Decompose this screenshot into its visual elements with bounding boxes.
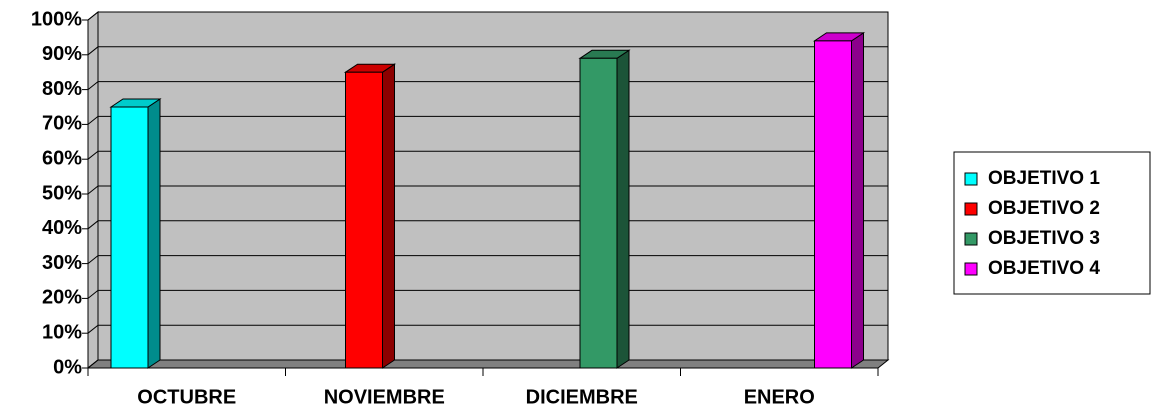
y-tick-label: 20% (42, 287, 82, 309)
y-tick-label: 90% (42, 43, 82, 65)
grid-line (87, 11, 888, 21)
y-tick-label: 0% (53, 356, 82, 378)
x-tick-label: OCTUBRE (137, 386, 236, 408)
bar-side (147, 98, 161, 369)
legend-swatch (964, 232, 978, 246)
bar-front (110, 106, 149, 369)
y-tick-label: 30% (42, 252, 82, 274)
legend-label: OBJETIVO 3 (988, 228, 1100, 249)
legend-swatch (964, 202, 978, 216)
y-tick-label: 50% (42, 182, 82, 204)
bar-front (814, 40, 852, 369)
y-tick-label: 40% (42, 217, 82, 239)
legend-label: OBJETIVO 1 (988, 168, 1100, 189)
bar (109, 98, 162, 369)
bar-side (851, 31, 864, 369)
bar (343, 63, 397, 369)
legend-swatch (964, 262, 978, 276)
bar (578, 49, 631, 369)
grid-line (87, 46, 888, 56)
y-tick-label: 100% (31, 8, 82, 30)
legend-label: OBJETIVO 4 (988, 258, 1100, 279)
floor (86, 359, 890, 369)
y-tick-label: 10% (42, 321, 82, 343)
legend: OBJETIVO 1 OBJETIVO 2 OBJETIVO 3 OBJETIVO 4 (953, 151, 1151, 295)
y-tick-label: 60% (42, 147, 82, 169)
x-tick-label: NOVIEMBRE (324, 386, 445, 408)
y-tick-label: 80% (42, 78, 82, 100)
bar-side (382, 63, 395, 369)
bar-side (616, 49, 630, 369)
legend-swatch (964, 172, 978, 186)
legend-box (953, 151, 1151, 295)
legend-label: OBJETIVO 2 (988, 198, 1100, 219)
bar-front (345, 71, 383, 369)
y-tick-label: 70% (42, 113, 82, 135)
bar-front (579, 57, 618, 369)
x-tick-label: DICIEMBRE (526, 386, 638, 408)
bar (812, 31, 866, 369)
x-tick-label: ENERO (744, 386, 815, 408)
